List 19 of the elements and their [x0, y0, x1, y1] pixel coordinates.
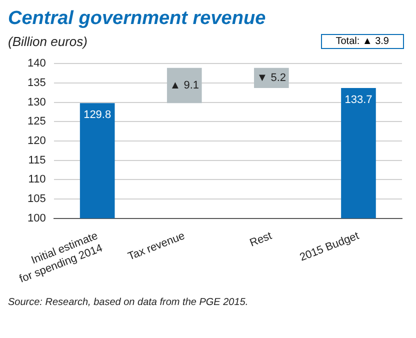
y-tick-label: 110 — [28, 174, 46, 186]
y-tick-label: 125 — [27, 116, 46, 128]
y-tick-label: 115 — [28, 154, 46, 166]
y-tick-label: 120 — [27, 135, 46, 148]
y-tick-label: 100 — [27, 212, 46, 224]
data-label: 129.8 — [84, 109, 112, 122]
y-tick-label: 140 — [27, 58, 46, 70]
x-tick-label: Rest — [248, 230, 274, 250]
data-label: 133.7 — [344, 94, 372, 106]
text: Total: ▲ 3.9 — [320, 34, 404, 49]
y-tick-label: 135 — [27, 76, 46, 89]
data-label: ▲ 9.1 — [170, 79, 200, 92]
y-tick-label: 130 — [27, 96, 46, 108]
source-note: Source: Research, based on data from the PGE 2015. — [8, 297, 250, 308]
y-tick-label: 105 — [27, 193, 46, 206]
chart-subtitle: (Billion euros) — [8, 34, 88, 49]
x-tick-label: 2015 Budget — [298, 230, 361, 264]
chart-title: Central government revenue — [8, 8, 267, 30]
data-label: ▼ 5.2 — [256, 72, 286, 84]
